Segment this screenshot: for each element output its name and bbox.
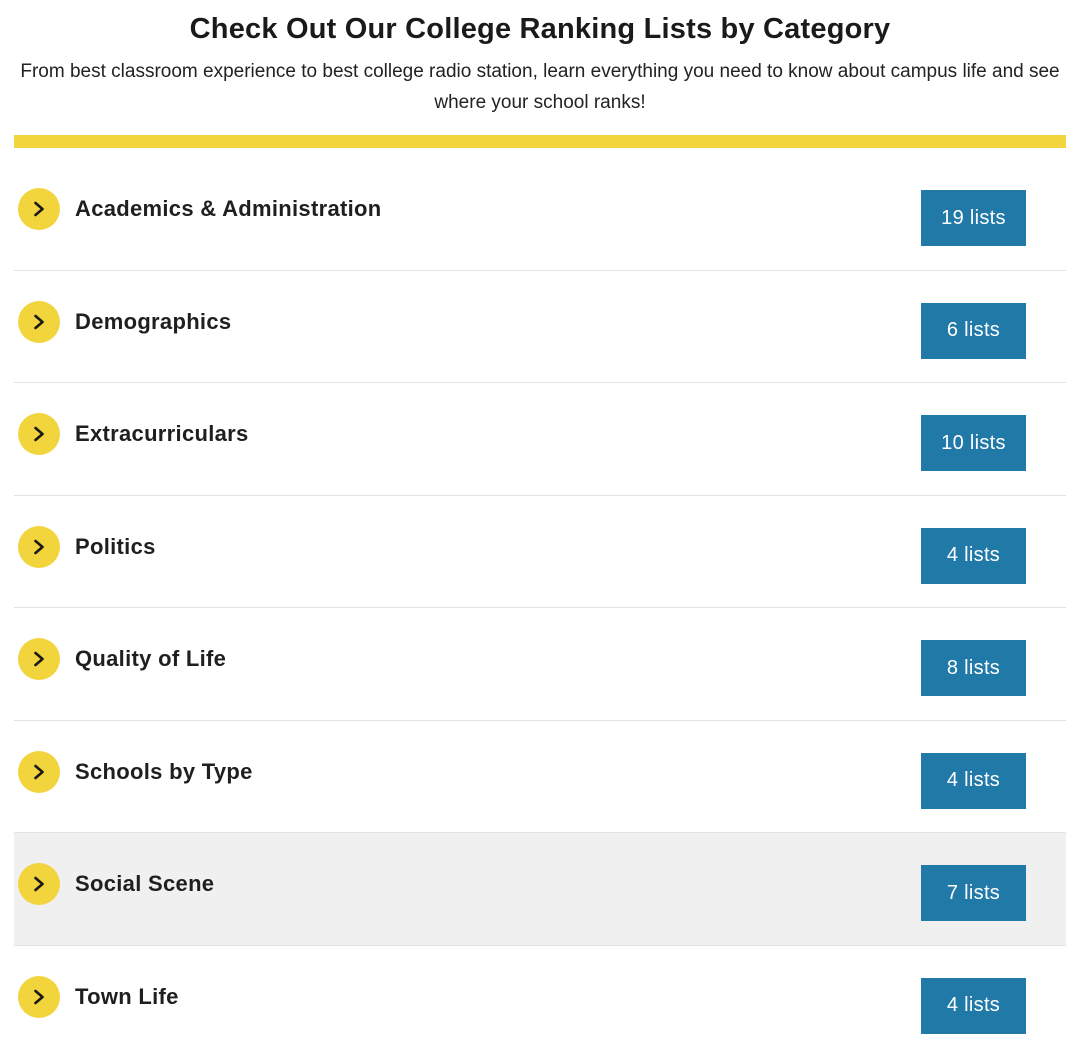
chevron-right-icon [31,762,47,782]
category-label: Town Life [75,983,179,1009]
category-label: Quality of Life [75,646,227,671]
list-count-badge: 19 lists [921,190,1026,246]
list-count-badge: 4 lists [921,977,1026,1034]
list-count-badge: 4 lists [921,527,1026,584]
expand-button[interactable] [18,750,60,793]
expand-button[interactable] [18,188,60,230]
category-list: Academics & Administration 19 lists Demo… [14,158,1066,1048]
category-label: Demographics [75,308,232,334]
chevron-right-icon [31,874,47,894]
page-subtitle: From best classroom experience to best c… [20,61,1060,113]
chevron-right-icon [31,424,47,444]
list-count-badge: 4 lists [921,752,1026,809]
category-row[interactable]: Academics & Administration 19 lists [14,158,1066,271]
page-title: Check Out Our College Ranking Lists by C… [189,13,891,45]
expand-button[interactable] [18,863,60,905]
category-label: Academics & Administration [75,196,382,221]
expand-button[interactable] [18,413,60,455]
category-row[interactable]: Politics 4 lists [14,496,1066,608]
list-count-badge: 10 lists [921,415,1026,471]
category-row[interactable]: Demographics 6 lists [14,271,1066,383]
expand-button[interactable] [18,525,60,568]
category-row[interactable]: Schools by Type 4 lists [14,721,1066,833]
category-row[interactable]: Extracurriculars 10 lists [14,383,1066,496]
chevron-right-icon [31,649,47,669]
category-row[interactable]: Town Life 4 lists [14,946,1066,1048]
category-row[interactable]: Social Scene 7 lists [14,833,1066,946]
expand-button[interactable] [18,300,60,343]
category-label: Politics [75,533,156,559]
list-count-badge: 8 lists [921,640,1026,696]
yellow-accent-bar [14,135,1066,148]
chevron-right-icon [31,199,47,219]
expand-button[interactable] [18,975,60,1018]
category-row[interactable]: Quality of Life 8 lists [14,608,1066,721]
expand-button[interactable] [18,638,60,680]
college-rankings-page: Check Out Our College Ranking Lists by C… [0,13,1080,1048]
list-count-badge: 6 lists [921,302,1026,359]
chevron-right-icon [31,537,47,557]
category-label: Extracurriculars [75,421,249,446]
chevron-right-icon [31,312,47,332]
list-count-badge: 7 lists [921,865,1026,921]
category-label: Social Scene [75,871,215,896]
chevron-right-icon [31,987,47,1007]
category-label: Schools by Type [75,758,253,784]
